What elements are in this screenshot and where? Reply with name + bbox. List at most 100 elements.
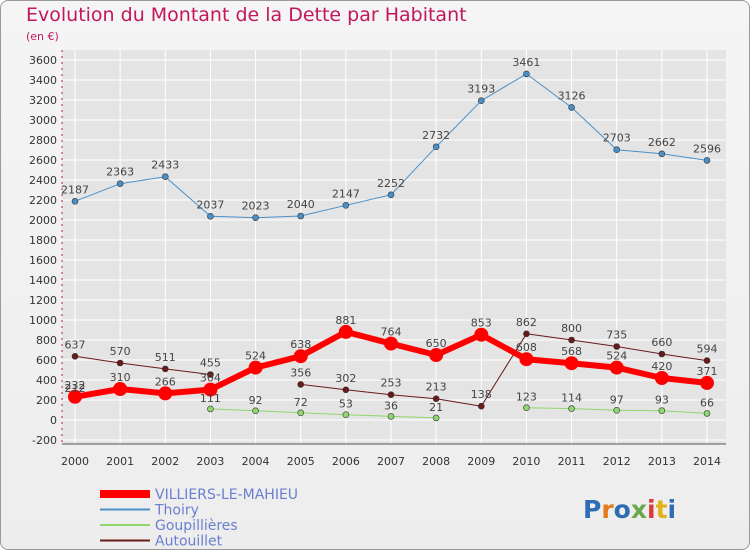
data-label: 21 (429, 401, 443, 414)
data-label: 66 (700, 396, 714, 409)
data-label: 2363 (106, 166, 134, 179)
data-point (387, 413, 395, 420)
data-point (658, 407, 666, 415)
data-label: 138 (471, 388, 492, 401)
data-point (342, 202, 350, 209)
series-line (210, 408, 437, 419)
y-tick-label: 2800 (29, 134, 57, 147)
axes: -200 0 200 400 600 800 1000 1200 1400 1600 1800 200… (29, 50, 726, 468)
data-label: 3461 (512, 56, 540, 69)
data-label: 2037 (196, 198, 224, 211)
series-line (74, 355, 211, 375)
data-point (387, 191, 395, 199)
y-tick-label: 2400 (29, 174, 57, 187)
x-tick-label: 2007 (377, 455, 405, 468)
data-label: 92 (249, 394, 263, 407)
data-label: 304 (200, 372, 221, 385)
data-point (477, 97, 485, 104)
data-point (613, 146, 621, 153)
data-label: 764 (381, 326, 402, 339)
data-label: 114 (561, 392, 582, 405)
data-label: 420 (651, 360, 672, 373)
grid (62, 50, 726, 444)
data-label: 2732 (422, 129, 450, 142)
data-label: 862 (516, 316, 537, 329)
x-tick-label: 2002 (151, 455, 179, 468)
data-point (203, 382, 218, 397)
y-tick-label: 3400 (29, 74, 57, 87)
x-tick-label: 2003 (196, 455, 224, 468)
chart-title: Evolution du Montant de la Dette par Hab… (26, 4, 467, 26)
x-tick-label: 2004 (242, 455, 270, 468)
y-tick-label: 3200 (29, 94, 57, 107)
data-point (161, 365, 169, 373)
data-point (252, 214, 259, 221)
data-label: 637 (65, 338, 86, 351)
y-tick-label: 3600 (29, 54, 57, 67)
data-point (113, 382, 128, 396)
x-tick-label: 2013 (648, 455, 676, 468)
logo-letter: o (614, 495, 631, 524)
x-tick-label: 2008 (422, 455, 450, 468)
data-point (158, 386, 173, 401)
logo-letter: i (647, 495, 656, 524)
data-label: 2252 (377, 177, 405, 190)
data-label: 524 (606, 350, 627, 363)
logo-letter: r (601, 495, 614, 524)
data-label: 594 (697, 343, 718, 356)
y-tick-label: 2600 (29, 154, 57, 167)
y-tick-label: 3000 (29, 114, 57, 127)
data-point (71, 198, 79, 205)
data-point (568, 104, 575, 111)
data-label: 212 (65, 382, 86, 395)
plot-area (62, 50, 726, 444)
data-label: 881 (335, 314, 356, 327)
data-point (613, 406, 621, 414)
data-label: 650 (426, 337, 447, 350)
data-point (568, 336, 575, 344)
data-label: 2596 (693, 142, 721, 155)
data-point (338, 324, 353, 339)
legend-label: Autouillet (155, 534, 223, 550)
data-point (564, 356, 579, 371)
series-lines (68, 70, 714, 422)
logo-letter: x (631, 495, 647, 524)
data-point (432, 414, 440, 422)
data-label: 2023 (242, 200, 270, 213)
data-label: 310 (110, 371, 131, 384)
legend-label: Goupillières (155, 518, 238, 534)
y-tick-label: 1600 (29, 254, 57, 267)
data-label: 2433 (151, 159, 179, 172)
x-tick-label: 2014 (693, 455, 721, 468)
data-label: 36 (384, 399, 398, 412)
chart-subtitle: (en €) (26, 30, 59, 43)
data-label: 2147 (332, 187, 360, 200)
y-tick-label: 2000 (29, 214, 57, 227)
y-tick-label: 2200 (29, 194, 57, 207)
data-point (568, 405, 575, 412)
data-point (342, 386, 350, 394)
x-tick-label: 2012 (603, 455, 631, 468)
y-tick-label: 1200 (29, 294, 57, 307)
data-point (116, 359, 124, 367)
data-point (71, 352, 79, 360)
x-tick-label: 2006 (332, 455, 360, 468)
data-label: 735 (606, 329, 627, 342)
data-label: 3126 (558, 89, 586, 102)
logo-letter: i (668, 495, 677, 524)
data-point (703, 410, 711, 417)
data-point (432, 395, 440, 403)
data-label: 570 (110, 345, 131, 358)
legend: VILLIERS-LE-MAHIEUThoiryGoupillièresAuto… (100, 487, 298, 550)
data-point (297, 409, 305, 417)
data-point (293, 349, 308, 364)
data-label: 455 (200, 357, 221, 370)
data-label: 853 (471, 317, 492, 330)
y-tick-label: 0 (50, 414, 57, 427)
data-point (523, 70, 530, 78)
data-point (658, 150, 666, 158)
data-point (700, 375, 714, 390)
data-point (207, 213, 214, 220)
logo-letter: P (583, 495, 601, 524)
